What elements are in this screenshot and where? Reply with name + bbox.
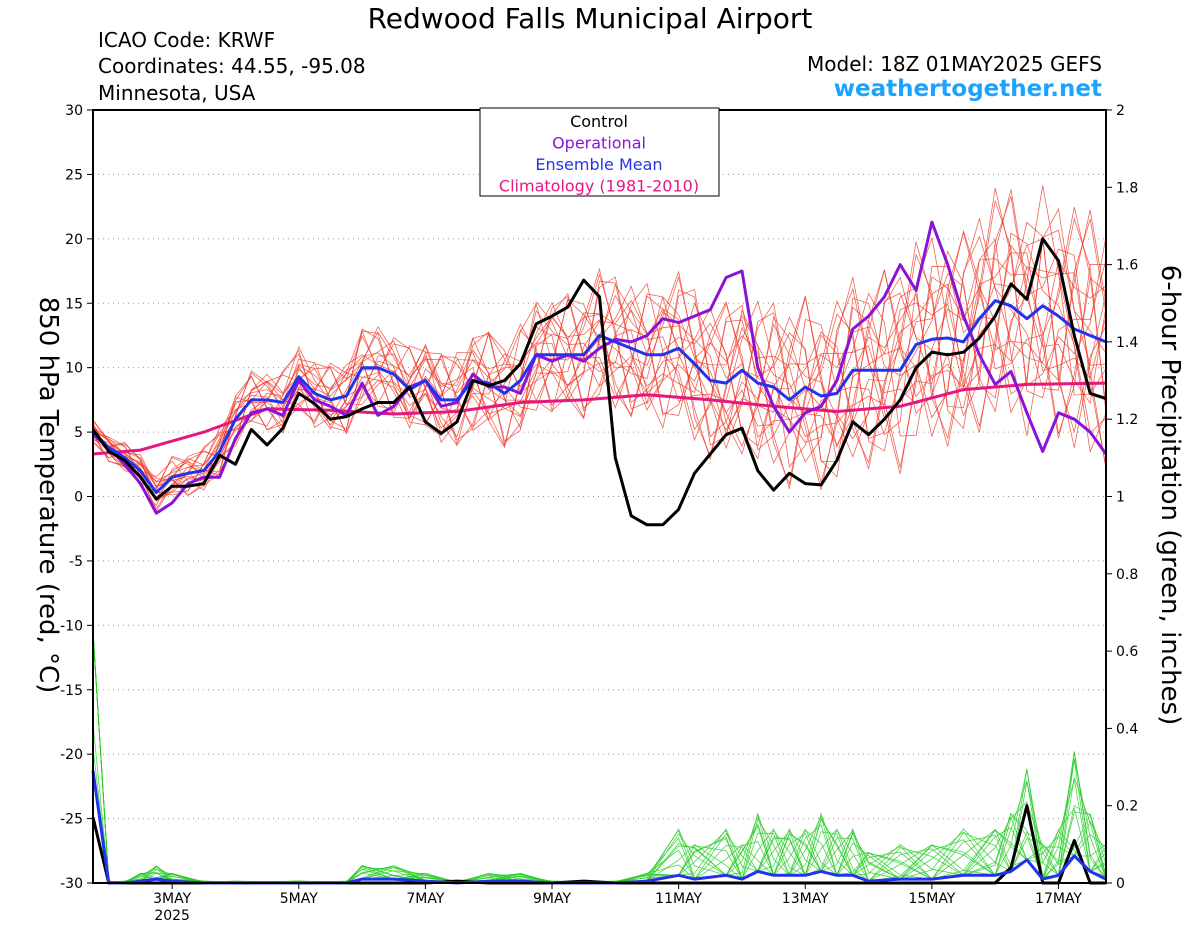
legend-box bbox=[479, 107, 720, 197]
precipitation-member-line bbox=[92, 633, 1107, 884]
left-tick-label: 25 bbox=[65, 167, 83, 183]
right-tick-label: 0 bbox=[1116, 876, 1125, 892]
x-tick-label: 11MAY bbox=[655, 891, 702, 907]
left-tick-label: -20 bbox=[60, 747, 83, 763]
temperature-member-line bbox=[92, 238, 1107, 496]
temperature-member-line bbox=[92, 248, 1107, 487]
left-tick-label: 0 bbox=[74, 490, 83, 506]
left-tick-label: 10 bbox=[65, 361, 83, 377]
temperature-member-line bbox=[92, 221, 1107, 497]
precipitation-member-line bbox=[92, 770, 1107, 884]
right-tick-label: 2 bbox=[1116, 103, 1125, 119]
right-tick-label: 1.2 bbox=[1116, 412, 1138, 428]
precipitation-member-line bbox=[92, 631, 1107, 884]
right-tick-label: 0.4 bbox=[1116, 721, 1138, 737]
right-tick-label: 0.6 bbox=[1116, 644, 1138, 660]
right-tick-label: 0.2 bbox=[1116, 799, 1138, 815]
x-tick-label: 3MAY bbox=[153, 891, 191, 907]
operational-temp-line bbox=[92, 220, 1108, 515]
left-tick-label: -25 bbox=[60, 812, 83, 828]
precipitation-member-line bbox=[92, 631, 1107, 884]
precipitation-member-line bbox=[92, 768, 1107, 884]
left-tick-label: -10 bbox=[60, 618, 83, 634]
left-tick-label: 20 bbox=[65, 232, 83, 248]
temperature-member-line bbox=[92, 238, 1107, 507]
state-country: Minnesota, USA bbox=[98, 81, 256, 105]
x-tick-year-label: 2025 bbox=[154, 908, 190, 924]
legend-entry: Climatology (1981-2010) bbox=[499, 177, 699, 196]
right-tick-label: 0.8 bbox=[1116, 567, 1138, 583]
right-tick-label: 1.4 bbox=[1116, 335, 1138, 351]
icao-code: ICAO Code: KRWF bbox=[98, 28, 276, 52]
precipitation-member-line bbox=[92, 770, 1107, 884]
x-tick-label: 13MAY bbox=[782, 891, 829, 907]
legend-entry: Ensemble Mean bbox=[535, 155, 662, 174]
left-axis-label: 850 hPa Temperature (red, °C) bbox=[33, 297, 63, 694]
precipitation-member-line bbox=[92, 770, 1107, 884]
left-tick-label: -5 bbox=[69, 554, 83, 570]
precipitation-member-line bbox=[92, 631, 1107, 884]
x-tick-label: 17MAY bbox=[1035, 891, 1082, 907]
control-precip-line bbox=[91, 804, 1106, 885]
control-temp-line bbox=[91, 237, 1107, 527]
temperature-member-line bbox=[92, 232, 1107, 488]
legend-entry: Operational bbox=[552, 134, 646, 153]
temperature-member-line bbox=[92, 189, 1107, 502]
ensemble-mean-precip-line bbox=[91, 770, 1107, 885]
temperature-member-line bbox=[92, 217, 1107, 493]
temperature-member-line bbox=[92, 200, 1107, 513]
legend-entry: Control bbox=[570, 112, 628, 131]
coordinates: Coordinates: 44.55, -95.08 bbox=[98, 54, 366, 78]
precipitation-member-line bbox=[92, 631, 1107, 884]
left-tick-label: -15 bbox=[60, 683, 83, 699]
left-tick-label: -30 bbox=[60, 876, 83, 892]
x-tick-label: 15MAY bbox=[908, 891, 955, 907]
right-tick-label: 1.6 bbox=[1116, 258, 1138, 274]
x-tick-label: 9MAY bbox=[533, 891, 571, 907]
temperature-member-line bbox=[92, 244, 1107, 489]
temperature-member-line bbox=[92, 185, 1107, 491]
temperature-member-line bbox=[92, 218, 1107, 501]
right-tick-label: 1 bbox=[1116, 490, 1125, 506]
model-run: Model: 18Z 01MAY2025 GEFS bbox=[807, 52, 1102, 76]
right-axis-label: 6-hour Precipitation (green, inches) bbox=[1155, 265, 1185, 725]
legend: Control Operational Ensemble Mean Climatolo… bbox=[479, 107, 720, 197]
x-tick-label: 7MAY bbox=[406, 891, 444, 907]
chart-title: Redwood Falls Municipal Airport bbox=[367, 2, 813, 35]
left-tick-label: 5 bbox=[74, 425, 83, 441]
temperature-member-line bbox=[92, 266, 1107, 483]
precipitation-member-line bbox=[92, 770, 1107, 884]
site-link[interactable]: weathertogether.net bbox=[833, 76, 1102, 102]
precipitation-member-line bbox=[92, 631, 1107, 884]
left-tick-label: 30 bbox=[65, 103, 83, 119]
plot-frame bbox=[92, 109, 1107, 884]
x-tick-label: 5MAY bbox=[280, 891, 318, 907]
right-tick-label: 1.8 bbox=[1116, 180, 1138, 196]
precipitation-member-line bbox=[92, 770, 1107, 884]
axis-ticks: 302520151050-5-10-15-20-25-3021.81.61.41… bbox=[60, 103, 1138, 924]
precipitation-member-line bbox=[92, 631, 1107, 884]
ensemble-mean-temp-line bbox=[91, 299, 1107, 495]
precipitation-member-line bbox=[92, 631, 1107, 884]
precipitation-member-line bbox=[92, 723, 1107, 884]
precipitation-member-line bbox=[92, 770, 1107, 884]
precipitation-member-line bbox=[92, 770, 1107, 884]
left-tick-label: 15 bbox=[65, 296, 83, 312]
precipitation-member-line bbox=[92, 769, 1107, 884]
climatology-1981-2010--temp-line bbox=[92, 381, 1107, 456]
precipitation-member-line bbox=[92, 770, 1107, 884]
